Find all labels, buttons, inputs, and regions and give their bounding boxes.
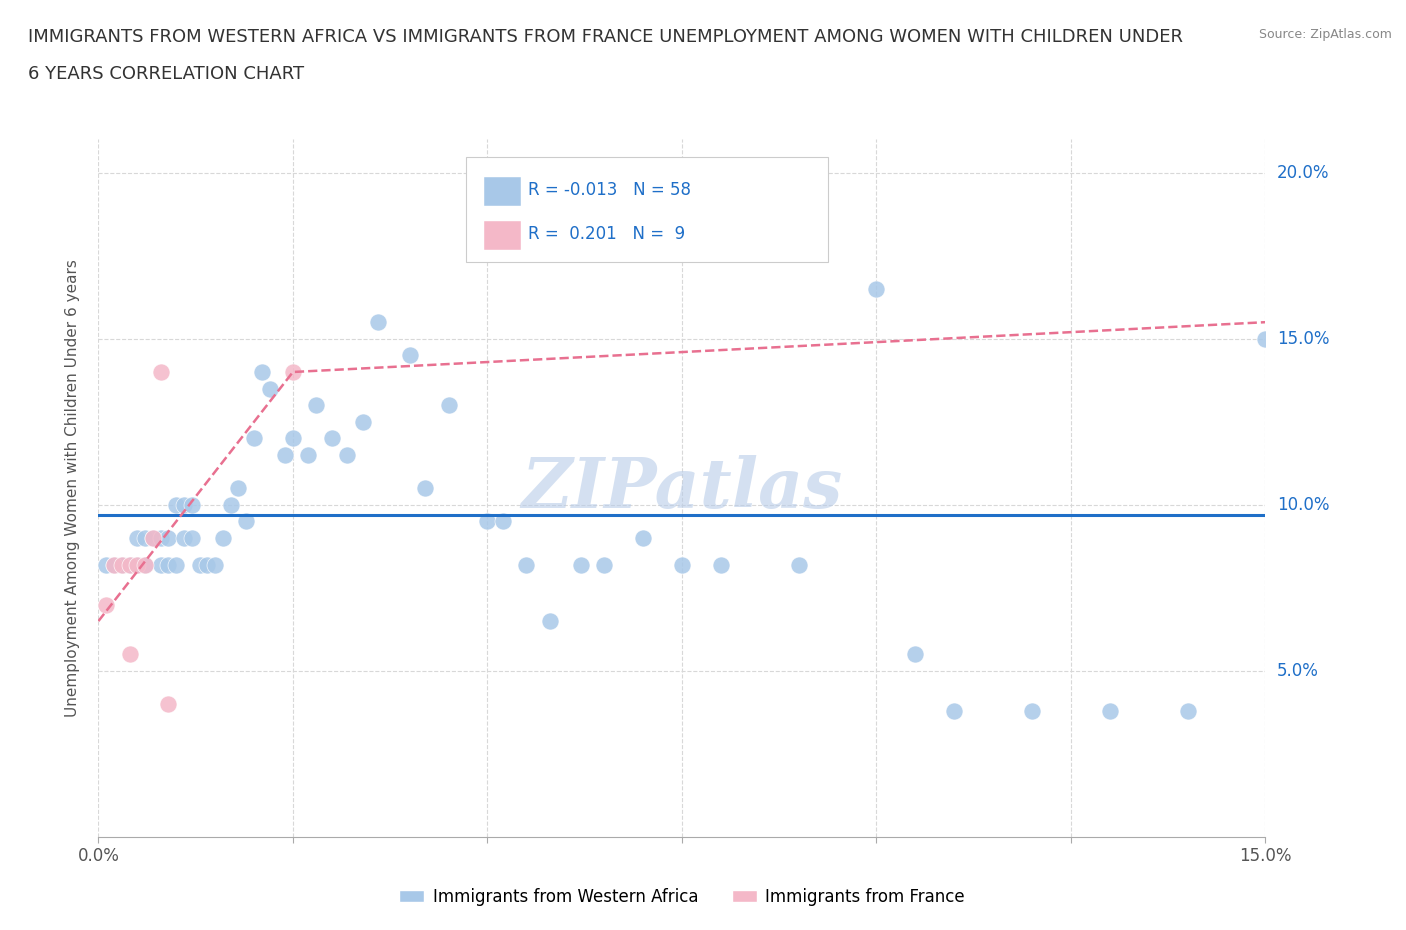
Point — [157, 697, 180, 711]
Point — [398, 348, 420, 363]
Point — [134, 557, 156, 572]
Point — [127, 557, 149, 572]
Point — [1021, 703, 1043, 718]
Point — [165, 498, 187, 512]
Point — [103, 557, 125, 572]
Point — [157, 557, 180, 572]
Text: 6 YEARS CORRELATION CHART: 6 YEARS CORRELATION CHART — [28, 65, 304, 83]
Point — [1098, 703, 1121, 718]
Point — [219, 498, 242, 512]
Point — [180, 498, 202, 512]
Point — [748, 215, 770, 230]
Point — [569, 557, 592, 572]
Text: 15.0%: 15.0% — [1277, 330, 1330, 348]
Point — [149, 531, 172, 546]
Point — [173, 498, 195, 512]
Point — [195, 557, 218, 572]
Text: IMMIGRANTS FROM WESTERN AFRICA VS IMMIGRANTS FROM FRANCE UNEMPLOYMENT AMONG WOME: IMMIGRANTS FROM WESTERN AFRICA VS IMMIGR… — [28, 28, 1182, 46]
Point — [212, 531, 235, 546]
Point — [710, 557, 733, 572]
Y-axis label: Unemployment Among Women with Children Under 6 years: Unemployment Among Women with Children U… — [65, 259, 80, 717]
Point — [281, 365, 304, 379]
Point — [173, 531, 195, 546]
Point — [671, 557, 693, 572]
Point — [188, 557, 211, 572]
Point — [127, 557, 149, 572]
Point — [228, 481, 250, 496]
Point — [367, 314, 389, 329]
Point — [943, 703, 966, 718]
Point — [352, 415, 374, 430]
FancyBboxPatch shape — [484, 221, 520, 250]
Point — [142, 531, 165, 546]
Point — [281, 431, 304, 445]
Point — [118, 647, 141, 662]
Point — [180, 531, 202, 546]
Point — [437, 398, 460, 413]
Point — [157, 531, 180, 546]
FancyBboxPatch shape — [484, 178, 520, 206]
Point — [593, 557, 616, 572]
Point — [96, 557, 118, 572]
Point — [492, 514, 515, 529]
Point — [111, 557, 134, 572]
Point — [111, 557, 134, 572]
Text: R =  0.201   N =  9: R = 0.201 N = 9 — [527, 225, 685, 243]
Point — [96, 597, 118, 612]
Point — [204, 557, 226, 572]
Point — [165, 557, 187, 572]
Point — [865, 282, 887, 297]
Point — [235, 514, 257, 529]
Point — [305, 398, 328, 413]
Point — [134, 557, 156, 572]
Point — [274, 447, 297, 462]
Point — [118, 557, 141, 572]
Point — [142, 531, 165, 546]
Point — [787, 557, 810, 572]
Point — [515, 557, 537, 572]
Point — [250, 365, 273, 379]
Text: R = -0.013   N = 58: R = -0.013 N = 58 — [527, 180, 690, 199]
Point — [538, 614, 561, 629]
Point — [336, 447, 359, 462]
Point — [127, 531, 149, 546]
Text: Source: ZipAtlas.com: Source: ZipAtlas.com — [1258, 28, 1392, 41]
Point — [477, 514, 499, 529]
Point — [631, 531, 654, 546]
Point — [134, 531, 156, 546]
Point — [321, 431, 343, 445]
FancyBboxPatch shape — [465, 157, 828, 261]
Text: 20.0%: 20.0% — [1277, 164, 1330, 181]
Point — [149, 365, 172, 379]
Point — [297, 447, 319, 462]
Point — [1254, 331, 1277, 346]
Point — [413, 481, 436, 496]
Text: 5.0%: 5.0% — [1277, 662, 1319, 680]
Point — [243, 431, 266, 445]
Point — [1177, 703, 1199, 718]
Point — [149, 557, 172, 572]
Text: 10.0%: 10.0% — [1277, 496, 1330, 514]
Point — [118, 557, 141, 572]
Point — [259, 381, 281, 396]
Point — [103, 557, 125, 572]
Text: ZIPatlas: ZIPatlas — [522, 455, 842, 522]
Point — [904, 647, 927, 662]
Legend: Immigrants from Western Africa, Immigrants from France: Immigrants from Western Africa, Immigran… — [392, 881, 972, 912]
